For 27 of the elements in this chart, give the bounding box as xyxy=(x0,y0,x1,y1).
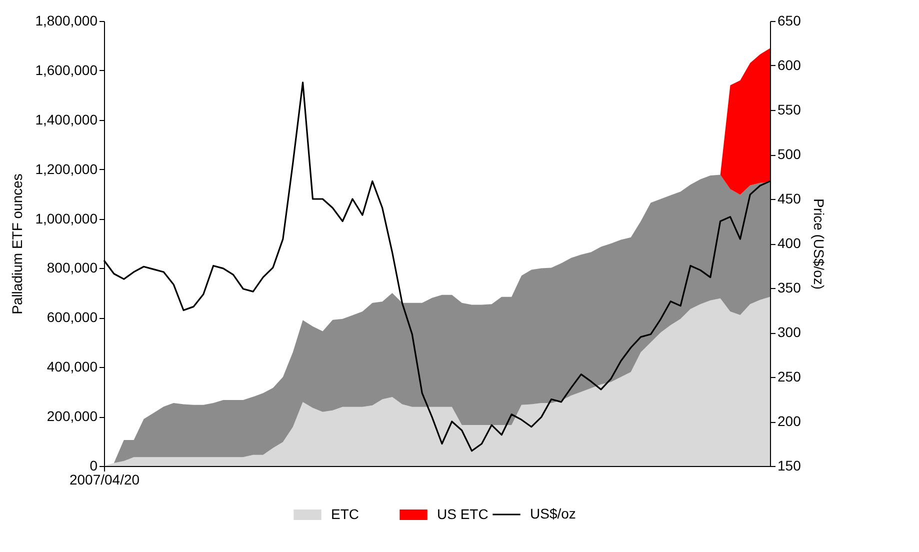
y2-tick-label: 650 xyxy=(778,12,802,28)
y-tick-label: 800,000 xyxy=(46,260,98,276)
y2-tick-label: 200 xyxy=(778,413,802,429)
y-axis-title: Palladium ETF ounces xyxy=(9,174,26,314)
y-tick-label: 1,800,000 xyxy=(35,12,98,28)
y2-tick-label: 350 xyxy=(778,280,802,296)
y2-tick-label: 500 xyxy=(778,146,802,162)
legend-label: US$/oz xyxy=(530,506,576,522)
y2-tick-label: 550 xyxy=(778,102,802,118)
y-tick-label: 600,000 xyxy=(46,309,98,326)
y2-tick-label: 250 xyxy=(778,368,802,384)
y-tick-label: 1,000,000 xyxy=(35,210,98,226)
legend-label: US ETC xyxy=(437,506,488,522)
y-tick-label: 1,600,000 xyxy=(35,62,98,78)
y2-tick-label: 400 xyxy=(778,235,802,251)
y2-axis-title: Price (US$/oz) xyxy=(810,198,827,290)
x-tick-label: 2007/04/20 xyxy=(69,472,140,488)
y-tick-label: 1,200,000 xyxy=(35,160,98,177)
y-tick-label: 0 xyxy=(90,458,98,474)
y-tick-label: 200,000 xyxy=(46,408,98,424)
y2-tick-label: 450 xyxy=(778,190,802,206)
y2-tick-label: 300 xyxy=(778,324,802,340)
legend-label: ETC xyxy=(331,506,359,522)
y2-tick-label: 150 xyxy=(778,458,802,474)
y-tick-label: 1,400,000 xyxy=(35,111,98,128)
y2-tick-label: 600 xyxy=(778,57,802,73)
y-tick-label: 400,000 xyxy=(46,358,98,375)
